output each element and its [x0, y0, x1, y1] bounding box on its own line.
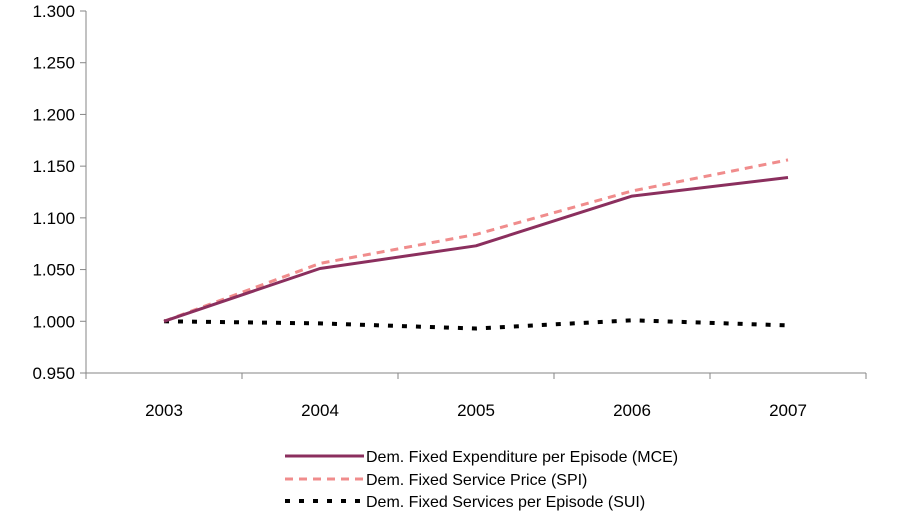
series-lines — [163, 158, 789, 331]
y-tick-label: 1.250 — [32, 54, 75, 73]
y-tick-label: 1.000 — [32, 312, 75, 331]
y-tick-label: 0.950 — [32, 364, 75, 383]
y-tick-label: 1.050 — [32, 261, 75, 280]
y-axis: 0.950 1.000 1.050 1.100 1.150 1.200 1.250 1.300 — [32, 2, 87, 383]
x-tick-label: 2007 — [769, 401, 807, 420]
x-tick-label: 2006 — [613, 401, 651, 420]
x-tick-label: 2004 — [301, 401, 339, 420]
legend-label: Dem. Fixed Expenditure per Episode (MCE) — [366, 449, 678, 466]
x-axis: 2003 2004 2005 2006 2007 — [85, 372, 867, 420]
x-tick-label: 2005 — [457, 401, 495, 420]
y-tick-label: 1.200 — [32, 105, 75, 124]
series-line — [163, 158, 789, 323]
y-tick-label: 1.300 — [32, 2, 75, 21]
legend: Dem. Fixed Expenditure per Episode (MCE)… — [285, 449, 678, 511]
series-line — [163, 318, 789, 331]
x-tick-label: 2003 — [145, 401, 183, 420]
y-tick-label: 1.150 — [32, 157, 75, 176]
series-line — [163, 176, 789, 323]
legend-label: Dem. Fixed Services per Episode (SUI) — [366, 494, 645, 511]
legend-label: Dem. Fixed Service Price (SPI) — [366, 472, 587, 489]
y-tick-label: 1.100 — [32, 209, 75, 228]
